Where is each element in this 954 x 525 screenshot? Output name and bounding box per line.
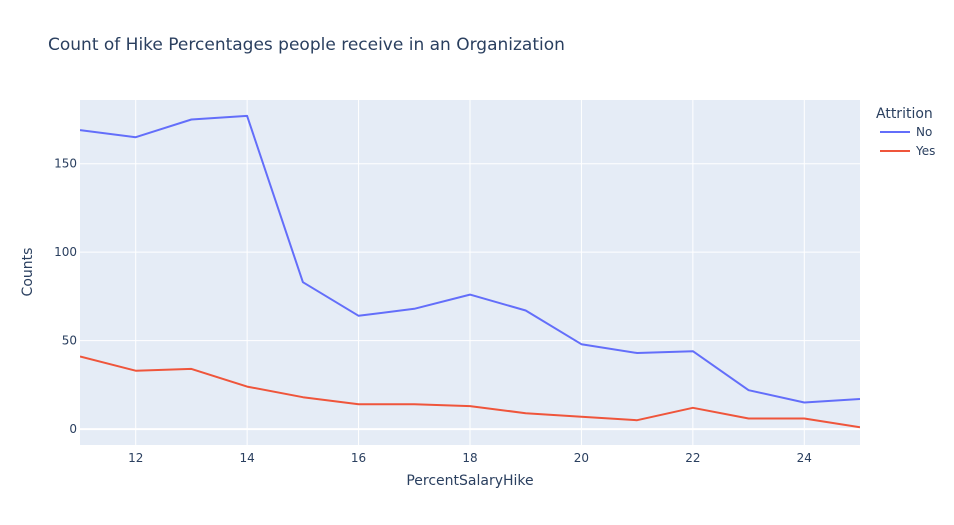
y-tick-label: 150: [54, 157, 77, 171]
series-line-no: [80, 114, 860, 404]
legend: Attrition No Yes: [876, 106, 935, 158]
x-axis-title: PercentSalaryHike: [406, 473, 533, 489]
y-tick-label: 100: [54, 245, 77, 259]
chart-title: Count of Hike Percentages people receive…: [48, 35, 565, 55]
series-lines: [80, 114, 860, 429]
y-tick-label: 0: [69, 422, 77, 436]
x-tick-label: 24: [797, 451, 812, 465]
y-axis-title: Counts: [20, 248, 36, 297]
series-line-yes: [80, 355, 860, 429]
legend-label-yes: Yes: [915, 144, 935, 158]
x-axis-ticks: 12 14 16 18 20 22 24: [128, 451, 812, 465]
x-tick-label: 14: [240, 451, 255, 465]
x-tick-label: 18: [462, 451, 477, 465]
legend-title: Attrition: [876, 106, 933, 122]
legend-label-no: No: [916, 125, 932, 139]
y-axis-ticks: 0 50 100 150: [54, 157, 77, 436]
y-tick-label: 50: [62, 334, 77, 348]
grid: [80, 100, 860, 445]
x-tick-label: 12: [128, 451, 143, 465]
x-tick-label: 22: [685, 451, 700, 465]
x-tick-label: 20: [574, 451, 589, 465]
x-tick-label: 16: [351, 451, 366, 465]
